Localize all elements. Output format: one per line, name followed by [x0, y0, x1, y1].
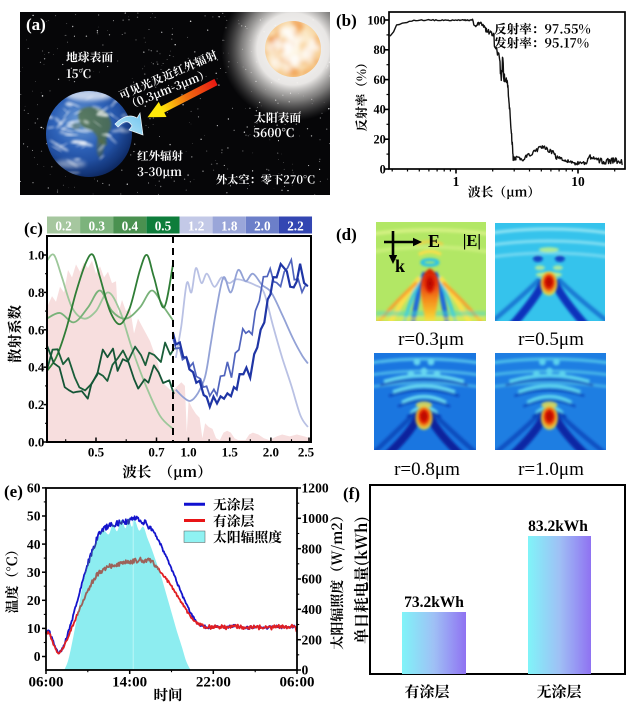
- svg-text:0: 0: [34, 649, 41, 664]
- svg-text:2.0: 2.0: [263, 445, 279, 460]
- svg-text:(a): (a): [26, 15, 46, 34]
- svg-text:r=1.0μm: r=1.0μm: [518, 459, 584, 480]
- svg-text:|E|: |E|: [463, 231, 481, 250]
- svg-text:10: 10: [571, 174, 585, 189]
- svg-text:0: 0: [302, 663, 309, 678]
- svg-text:14:00: 14:00: [112, 675, 147, 691]
- svg-text:80: 80: [374, 43, 386, 57]
- svg-text:0.7: 0.7: [148, 445, 165, 460]
- svg-text:2.0: 2.0: [254, 219, 271, 234]
- svg-text:73.2kWh: 73.2kWh: [404, 594, 464, 611]
- svg-text:06:00: 06:00: [280, 675, 315, 691]
- svg-text:k: k: [395, 256, 405, 276]
- svg-text:20: 20: [374, 133, 386, 147]
- svg-text:20: 20: [27, 593, 41, 608]
- svg-text:(b): (b): [336, 11, 357, 30]
- svg-text:0.0: 0.0: [28, 435, 44, 450]
- svg-text:60: 60: [27, 481, 41, 496]
- svg-text:60: 60: [374, 73, 386, 87]
- svg-text:0.2: 0.2: [28, 397, 44, 412]
- svg-text:1200: 1200: [302, 481, 329, 496]
- svg-text:30: 30: [27, 565, 41, 580]
- svg-text:10: 10: [27, 621, 41, 636]
- svg-text:1.2: 1.2: [188, 219, 205, 234]
- svg-text:400: 400: [302, 602, 323, 617]
- svg-text:1.0: 1.0: [180, 445, 196, 460]
- svg-text:1.8: 1.8: [221, 219, 238, 234]
- svg-text:0.5: 0.5: [155, 219, 172, 234]
- svg-text:E: E: [428, 231, 440, 251]
- svg-text:40: 40: [27, 537, 41, 552]
- svg-text:r=0.5μm: r=0.5μm: [518, 329, 584, 350]
- svg-text:40: 40: [374, 103, 386, 117]
- svg-text:22:00: 22:00: [196, 675, 231, 691]
- svg-text:2.5: 2.5: [298, 445, 315, 460]
- svg-text:2.2: 2.2: [287, 219, 304, 234]
- svg-text:600: 600: [302, 572, 323, 587]
- svg-text:r=0.3μm: r=0.3μm: [398, 329, 464, 350]
- svg-text:0.4: 0.4: [122, 219, 139, 234]
- svg-text:0: 0: [380, 162, 386, 176]
- svg-text:0.8: 0.8: [28, 285, 45, 300]
- svg-text:0.6: 0.6: [28, 322, 45, 337]
- svg-text:800: 800: [302, 541, 323, 556]
- svg-text:0.3: 0.3: [88, 219, 105, 234]
- svg-text:(c): (c): [24, 219, 43, 238]
- svg-text:(f): (f): [343, 484, 360, 503]
- svg-text:06:00: 06:00: [29, 675, 64, 691]
- svg-text:50: 50: [27, 509, 41, 524]
- svg-text:1: 1: [453, 174, 460, 189]
- svg-text:0.5: 0.5: [88, 445, 105, 460]
- svg-text:1.0: 1.0: [28, 248, 44, 263]
- svg-text:1.5: 1.5: [222, 445, 239, 460]
- svg-text:(d): (d): [336, 225, 357, 244]
- svg-text:0.4: 0.4: [28, 360, 45, 375]
- svg-text:100: 100: [367, 13, 385, 27]
- svg-text:83.2kWh: 83.2kWh: [528, 518, 588, 535]
- svg-text:r=0.8μm: r=0.8μm: [394, 459, 460, 480]
- svg-text:1000: 1000: [302, 511, 329, 526]
- svg-text:0.2: 0.2: [55, 219, 72, 234]
- svg-text:(e): (e): [4, 482, 23, 501]
- svg-text:200: 200: [302, 632, 323, 647]
